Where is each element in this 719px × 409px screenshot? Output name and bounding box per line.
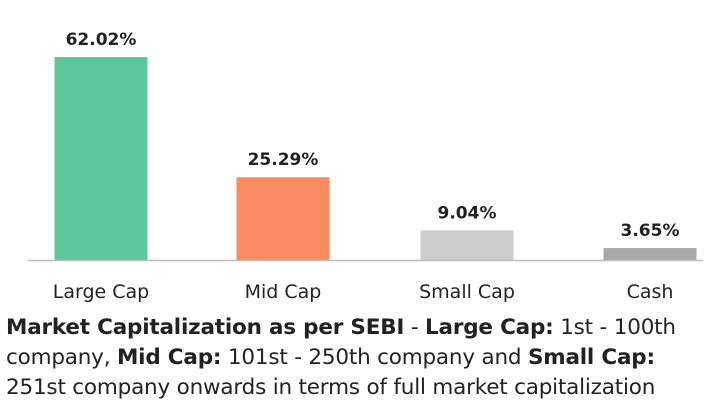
data-label-small-cap: 9.04% <box>438 203 497 223</box>
category-label-cash: Cash <box>627 281 674 303</box>
data-label-cash: 3.65% <box>621 221 680 241</box>
note-mid-cap-term: Mid Cap: <box>116 345 222 370</box>
category-label-mid-cap: Mid Cap <box>245 281 322 303</box>
note-large-cap-definition: 1st - 100th company, <box>6 315 676 370</box>
bar-large-cap <box>54 57 148 260</box>
note-small-cap-term: Small Cap: <box>527 345 655 370</box>
category-label-large-cap: Large Cap <box>53 281 149 303</box>
bar-cash <box>603 248 697 260</box>
data-label-mid-cap: 25.29% <box>248 150 319 170</box>
note-large-cap-term: Large Cap: <box>425 315 554 340</box>
market-cap-bar-chart: 62.02% Large Cap 25.29% Mid Cap 9.04% Small C… <box>28 30 703 303</box>
bar-mid-cap <box>236 177 330 260</box>
note-separator: - <box>404 315 426 340</box>
category-label-small-cap: Small Cap <box>419 281 515 303</box>
chart-footnote: Market Capitalization as per SEBI - Larg… <box>6 313 712 403</box>
note-mid-cap-definition: 101st - 250th company and <box>221 345 528 370</box>
note-heading: Market Capitalization as per SEBI <box>6 315 405 340</box>
bar-small-cap <box>420 230 514 260</box>
note-small-cap-definition: 251st company onwards in terms of full m… <box>6 375 656 400</box>
data-label-large-cap: 62.02% <box>66 30 137 50</box>
